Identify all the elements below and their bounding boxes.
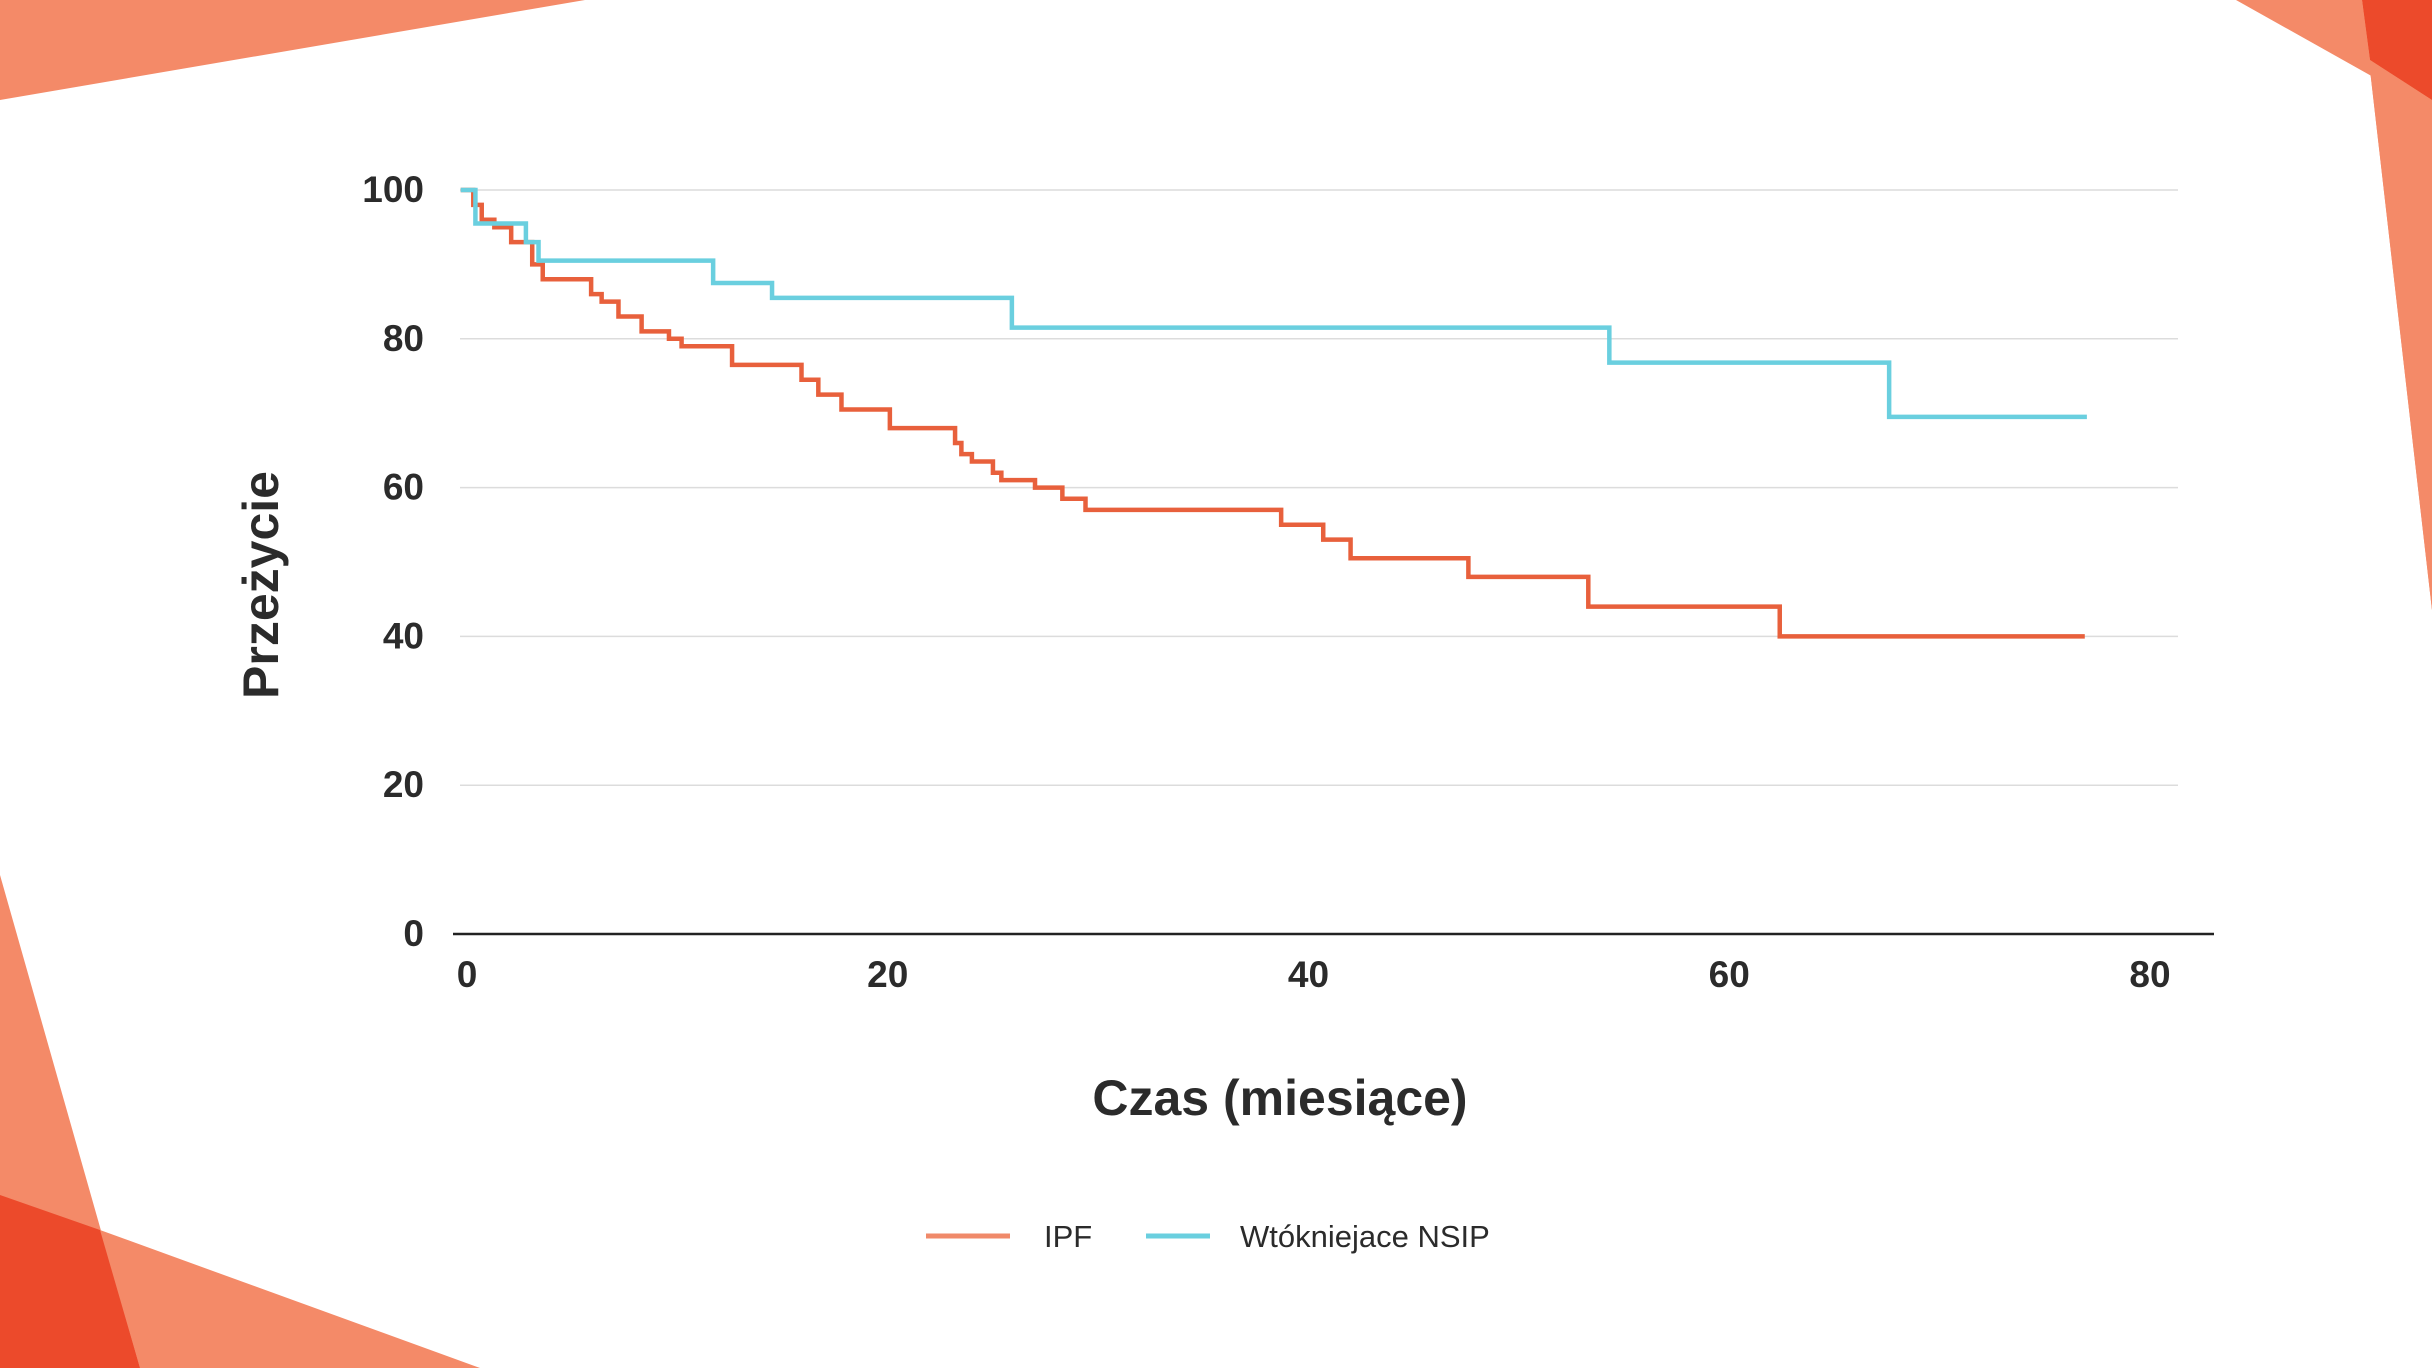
series-lines [460,187,2087,639]
x-tick-label-60: 60 [1709,954,1750,995]
y-tick-label-60: 60 [383,467,424,508]
x-axis-ticks: 0 20 40 60 80 [457,954,2171,995]
y-tick-label-80: 80 [383,318,424,359]
top-right-decor-strip [2362,0,2432,610]
legend-label-nsip: Wtókniejace NSIP [1240,1219,1490,1254]
x-axis-title: Czas (miesiące) [1092,1070,1467,1126]
y-tick-label-0: 0 [403,913,424,954]
top-right-decor-fan [2236,0,2432,110]
x-tick-label-80: 80 [2129,954,2170,995]
top-right-decor-dark [2362,0,2432,100]
grid-lines [460,189,2178,786]
bottom-left-decor-fan [100,1230,480,1368]
x-tick-label-40: 40 [1288,954,1329,995]
y-tick-label-20: 20 [383,764,424,805]
y-tick-label-100: 100 [362,169,424,210]
legend: IPF Wtókniejace NSIP [926,1219,1490,1254]
y-tick-label-40: 40 [383,615,424,656]
legend-label-ipf: IPF [1044,1219,1092,1254]
y-axis-title: Przeżycie [233,471,289,699]
x-tick-label-0: 0 [457,954,478,995]
series-line-ipf [460,187,2085,639]
x-tick-label-20: 20 [867,954,908,995]
top-left-decor [0,0,585,100]
y-axis-ticks: 0 20 40 60 80 100 [362,169,424,954]
bottom-left-decor-dark [0,1195,140,1368]
series-line-nsip [460,187,2087,420]
